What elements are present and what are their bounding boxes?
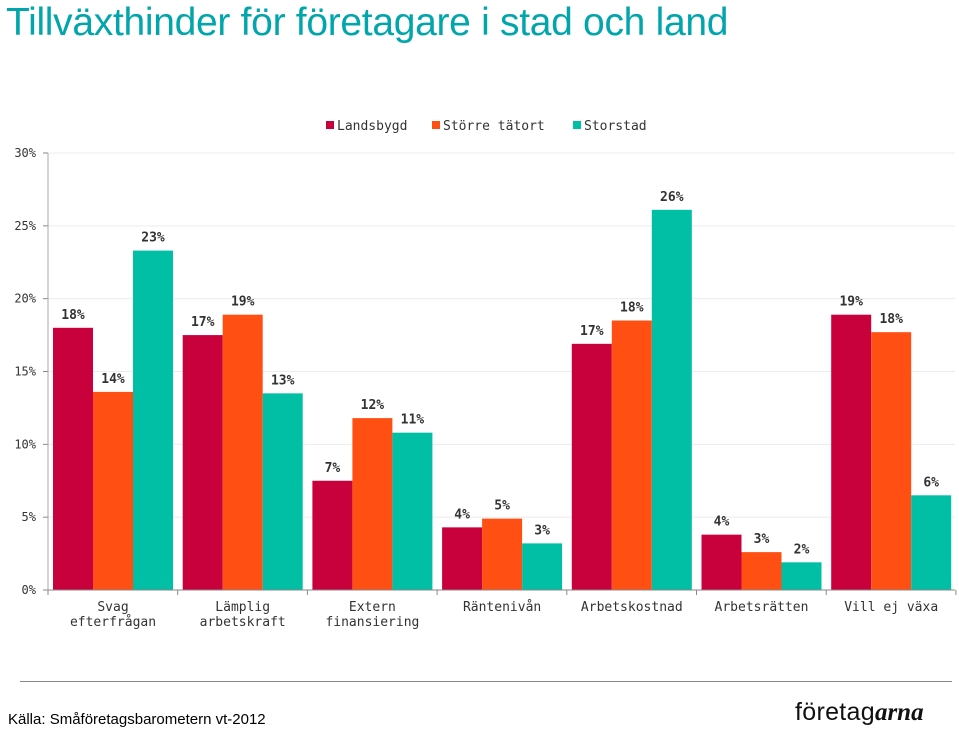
data-label: 5%	[494, 499, 510, 514]
legend-swatch	[432, 121, 440, 129]
bar	[871, 332, 912, 590]
bar	[522, 543, 563, 590]
y-tick-label: 30%	[14, 146, 36, 160]
legend: Landsbygd Större tätort Storstad	[326, 119, 647, 134]
bar	[611, 320, 652, 590]
bar	[312, 480, 353, 590]
data-label: 18%	[61, 308, 85, 323]
bars	[53, 209, 952, 590]
bar	[571, 343, 612, 590]
y-tick-label: 25%	[14, 219, 36, 233]
x-axis: Svag efterfrågan Lämplig arbetskraft Extern f…	[47, 589, 957, 630]
data-label: 19%	[839, 295, 863, 310]
logo-text-part1: företag	[795, 698, 875, 726]
x-tick-label: Extern finansiering	[325, 600, 419, 630]
bar	[222, 314, 263, 590]
source-note: Källa: Småföretagsbarometern vt-2012	[8, 711, 266, 728]
y-axis: 0% 5% 10% 15% 20% 25% 30%	[14, 146, 49, 597]
x-tick-label: Lämplig arbetskraft	[200, 600, 286, 630]
data-label: 2%	[794, 542, 810, 557]
x-tick-label: Svag efterfrågan	[70, 600, 156, 630]
y-tick-label: 20%	[14, 292, 36, 306]
bar-chart: 0% 5% 10% 15% 20% 25% 30% 18% 17% 7% 4% 17% 4% 19% 14…	[14, 119, 957, 630]
data-label: 3%	[534, 523, 550, 538]
bar	[93, 391, 133, 590]
y-tick-label: 10%	[14, 437, 36, 451]
bar	[262, 393, 303, 590]
bar	[352, 418, 393, 590]
data-label: 17%	[580, 324, 604, 339]
data-label: 26%	[660, 190, 684, 205]
data-label: 19%	[231, 295, 255, 310]
y-tick-label: 5%	[22, 510, 37, 524]
data-label: 23%	[141, 231, 165, 246]
bar	[482, 518, 523, 590]
data-label: 14%	[101, 372, 125, 387]
chart-title: Tillväxthinder för företagare i stad och…	[6, 1, 729, 44]
bar	[392, 432, 433, 590]
data-label: 4%	[454, 507, 470, 522]
legend-swatch	[573, 121, 581, 129]
bar	[182, 335, 223, 590]
footer-divider	[20, 681, 952, 682]
data-label: 17%	[191, 315, 215, 330]
data-label: 18%	[620, 301, 644, 316]
logo-text-part2: arna	[874, 699, 924, 726]
legend-label: Landsbygd	[337, 119, 407, 134]
data-label: 3%	[754, 532, 770, 547]
value-labels: 18% 17% 7% 4% 17% 4% 19% 14% 19% 12% 5% 18% 3% 18% 23%…	[61, 190, 939, 558]
foretagarna-logo: företagarna	[795, 696, 955, 728]
y-tick-label: 15%	[14, 365, 36, 379]
legend-label: Storstad	[584, 119, 647, 134]
x-tick-label: Arbetsrätten	[715, 600, 809, 615]
data-label: 12%	[361, 398, 385, 413]
data-label: 18%	[879, 312, 903, 327]
data-label: 6%	[923, 475, 939, 490]
bar	[442, 527, 483, 590]
bar	[53, 327, 93, 590]
x-tick-label: Arbetskostnad	[581, 600, 683, 615]
data-label: 4%	[714, 515, 730, 530]
bar	[831, 314, 872, 590]
data-label: 7%	[325, 461, 341, 476]
data-label: 13%	[271, 373, 295, 388]
bar	[781, 562, 822, 590]
bar	[911, 495, 952, 590]
bar	[133, 250, 173, 590]
x-tick-label: Vill ej växa	[844, 600, 938, 615]
bar	[651, 209, 692, 590]
legend-swatch	[326, 121, 334, 129]
legend-label: Större tätort	[443, 119, 545, 134]
data-label: 11%	[401, 413, 425, 428]
bar	[741, 552, 782, 590]
y-tick-label: 0%	[22, 583, 37, 597]
x-tick-label: Räntenivån	[463, 600, 541, 615]
bar	[701, 534, 742, 590]
